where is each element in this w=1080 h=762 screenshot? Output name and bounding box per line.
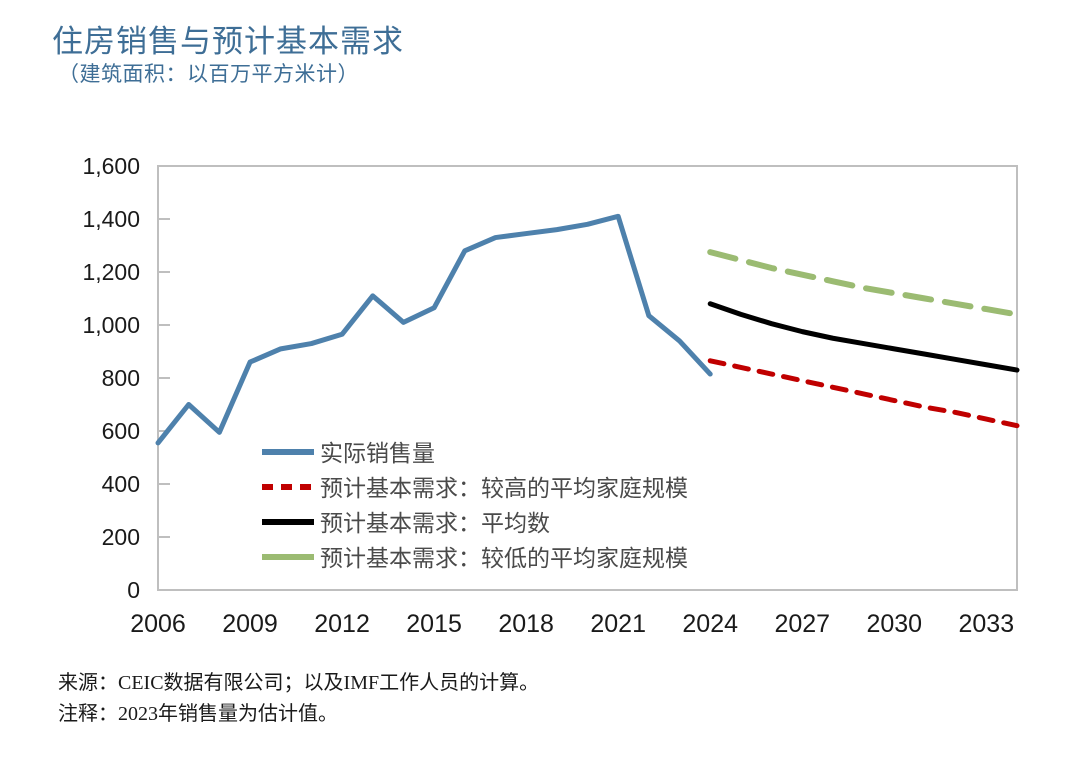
series-line-1 (155, 213, 713, 446)
data-series-group (155, 213, 1020, 446)
source-note: 来源：CEIC数据有限公司；以及IMF工作人员的计算。 (58, 672, 540, 694)
svg-text:2021: 2021 (590, 610, 646, 638)
chart-footnotes: 来源：CEIC数据有限公司；以及IMF工作人员的计算。 注释：2023年销售量为… (58, 668, 539, 730)
y-axis-ticks (158, 218, 170, 538)
svg-text:2018: 2018 (498, 610, 554, 638)
series-line-2 (707, 358, 1020, 429)
svg-text:2030: 2030 (866, 610, 922, 638)
svg-text:2012: 2012 (314, 610, 370, 638)
x-axis-labels: 2006 2009 2012 2015 2018 2021 2024 2027 2030 2033 (130, 610, 1014, 638)
chart-subtitle: （建筑面积：以百万平方米计） (58, 62, 359, 86)
chart-title: 住房销售与预计基本需求 (52, 24, 404, 59)
legend-label-4: 预计基本需求：较低的平均家庭规模 (320, 546, 688, 571)
legend-label-2: 预计基本需求：较高的平均家庭规模 (320, 476, 688, 501)
svg-text:2015: 2015 (406, 610, 462, 638)
svg-text:800: 800 (102, 365, 140, 391)
svg-text:0: 0 (127, 577, 140, 603)
svg-text:200: 200 (102, 524, 140, 550)
svg-text:2006: 2006 (130, 610, 186, 638)
chart-legend: 实际销售量预计基本需求：较高的平均家庭规模预计基本需求：平均数预计基本需求：较低… (262, 441, 688, 571)
svg-text:2027: 2027 (774, 610, 830, 638)
svg-text:2009: 2009 (222, 610, 278, 638)
svg-text:400: 400 (102, 471, 140, 497)
svg-text:1,400: 1,400 (82, 206, 140, 232)
legend-label-1: 实际销售量 (320, 441, 435, 466)
svg-text:1,200: 1,200 (82, 259, 140, 285)
svg-text:1,600: 1,600 (82, 153, 140, 179)
series-line-4 (707, 249, 1020, 318)
svg-text:2033: 2033 (959, 610, 1015, 638)
y-axis-labels: 0 200 400 600 800 1,000 1,200 1,400 1,600 (82, 153, 140, 603)
legend-label-3: 预计基本需求：平均数 (320, 511, 550, 536)
svg-text:600: 600 (102, 418, 140, 444)
series-line-3 (707, 301, 1020, 373)
svg-text:2024: 2024 (682, 610, 738, 638)
axis-frame (157, 165, 1018, 591)
svg-text:1,000: 1,000 (82, 312, 140, 338)
explanatory-note: 注释：2023年销售量为估计值。 (58, 703, 338, 725)
